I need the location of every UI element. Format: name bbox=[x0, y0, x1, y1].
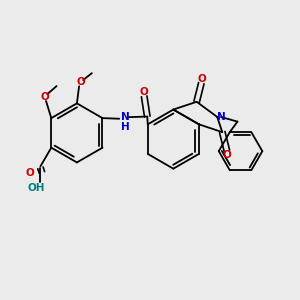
Text: N: N bbox=[121, 112, 129, 122]
Text: O: O bbox=[197, 74, 206, 84]
Text: O: O bbox=[76, 77, 85, 87]
Text: O: O bbox=[25, 168, 34, 178]
Text: H: H bbox=[121, 122, 129, 131]
Text: O: O bbox=[40, 92, 49, 102]
Text: O: O bbox=[140, 87, 148, 97]
Text: OH: OH bbox=[27, 183, 44, 193]
Text: O: O bbox=[223, 150, 232, 160]
Text: N: N bbox=[217, 112, 226, 122]
